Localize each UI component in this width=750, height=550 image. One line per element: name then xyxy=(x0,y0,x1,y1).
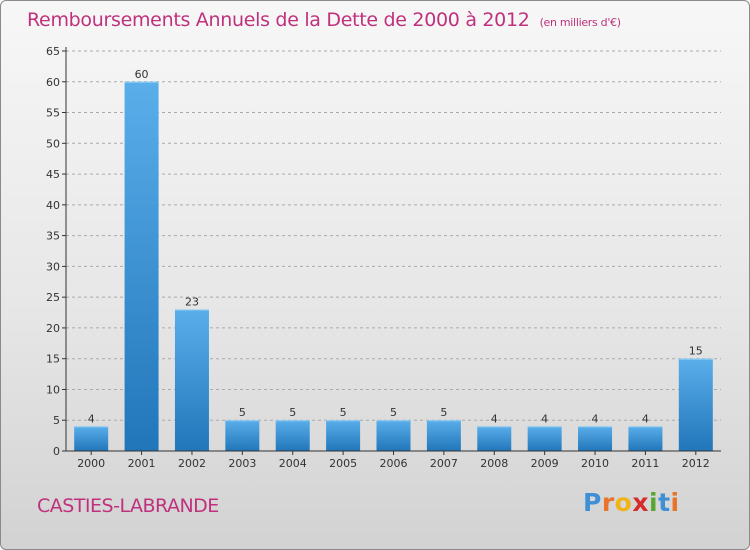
data-label-2008: 4 xyxy=(491,412,498,425)
y-tick-label: 15 xyxy=(46,353,60,366)
bar-2003 xyxy=(225,420,260,451)
bar-2010 xyxy=(578,426,613,451)
bar-2002 xyxy=(174,309,209,451)
x-axis-ticks: 2000 2001 2002 2003 2004 2005 2006 2007 2008 2009… xyxy=(77,451,710,470)
logo-letter: i xyxy=(649,488,659,517)
data-label-2003: 5 xyxy=(239,406,246,419)
chart-unit: (en milliers d'€) xyxy=(539,16,621,29)
x-tick-label-2003: 2003 xyxy=(228,457,256,470)
data-label-2007: 5 xyxy=(440,406,447,419)
x-tick-label-2000: 2000 xyxy=(77,457,105,470)
bar-2008 xyxy=(477,426,512,451)
y-tick-label: 0 xyxy=(53,445,60,458)
commune-name: CASTIES-LABRANDE xyxy=(37,495,219,517)
y-tick-label: 30 xyxy=(46,260,60,273)
y-tick-label: 40 xyxy=(46,199,60,212)
logo-letter: i xyxy=(670,488,680,517)
data-label-2006: 5 xyxy=(390,406,397,419)
y-tick-label: 25 xyxy=(46,291,60,304)
logo-letter: r xyxy=(601,488,615,517)
x-tick-label-2007: 2007 xyxy=(430,457,458,470)
logo-letter: o xyxy=(614,488,633,517)
bar-2005 xyxy=(326,420,361,451)
x-tick-label-2002: 2002 xyxy=(178,457,206,470)
data-label-2012: 15 xyxy=(689,345,703,358)
chart-title: Remboursements Annuels de la Dette de 20… xyxy=(27,9,621,31)
y-tick-label: 65 xyxy=(46,45,60,58)
x-tick-label-2010: 2010 xyxy=(581,457,609,470)
x-tick-label-2011: 2011 xyxy=(631,457,659,470)
y-tick-label: 45 xyxy=(46,168,60,181)
bar-2004 xyxy=(275,420,310,451)
data-label-2004: 5 xyxy=(289,406,296,419)
x-tick-label-2006: 2006 xyxy=(380,457,408,470)
bar-2001 xyxy=(124,81,159,452)
x-tick-label-2008: 2008 xyxy=(480,457,508,470)
y-tick-label: 5 xyxy=(53,414,60,427)
data-labels: 4 60 23 5 5 5 5 5 4 4 4 4 15 xyxy=(88,68,703,426)
y-tick-label: 55 xyxy=(46,107,60,120)
y-axis-ticks: 0 5 10 15 20 25 30 35 40 45 50 55 60 65 xyxy=(46,45,66,458)
y-tick-label: 60 xyxy=(46,76,60,89)
proxiti-logo: Proxiti xyxy=(583,488,680,517)
data-label-2005: 5 xyxy=(340,406,347,419)
logo-letter: t xyxy=(658,488,671,517)
data-label-2002: 23 xyxy=(185,295,199,308)
y-tick-label: 10 xyxy=(46,383,60,396)
x-tick-label-2005: 2005 xyxy=(329,457,357,470)
axes xyxy=(65,47,721,452)
data-label-2010: 4 xyxy=(592,412,599,425)
data-label-2000: 4 xyxy=(88,412,95,425)
chart-title-text: Remboursements Annuels de la Dette de 20… xyxy=(27,9,530,31)
bar-2009 xyxy=(527,426,562,451)
y-tick-label: 20 xyxy=(46,322,60,335)
logo-letter: P xyxy=(583,488,602,517)
x-tick-label-2001: 2001 xyxy=(128,457,156,470)
bar-2006 xyxy=(376,420,411,451)
data-label-2001: 60 xyxy=(135,68,149,81)
grid-lines xyxy=(66,50,721,421)
bar-2012 xyxy=(678,358,713,451)
x-tick-label-2012: 2012 xyxy=(682,457,710,470)
logo-letter: x xyxy=(632,488,649,517)
bars xyxy=(74,81,713,452)
bar-2000 xyxy=(74,426,109,451)
data-label-2011: 4 xyxy=(642,412,649,425)
bar-2007 xyxy=(426,420,461,451)
x-tick-label-2009: 2009 xyxy=(531,457,559,470)
x-tick-label-2004: 2004 xyxy=(279,457,307,470)
bar-2011 xyxy=(628,426,663,451)
y-tick-label: 50 xyxy=(46,137,60,150)
y-tick-label: 35 xyxy=(46,230,60,243)
data-label-2009: 4 xyxy=(541,412,548,425)
